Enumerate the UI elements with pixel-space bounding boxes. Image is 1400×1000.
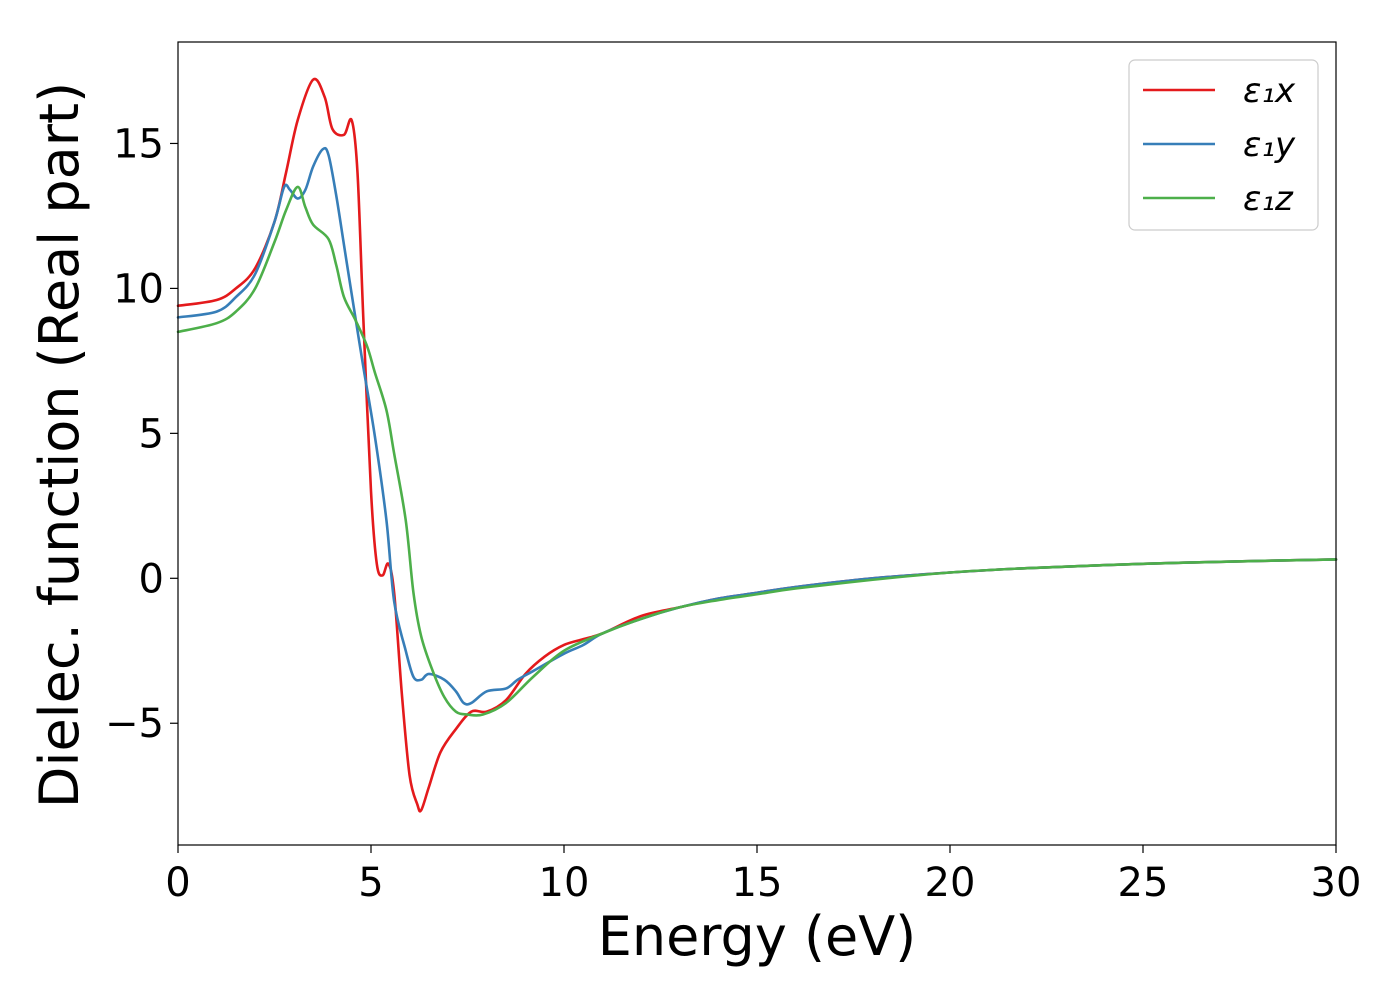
series-line-2 <box>176 185 1338 717</box>
x-tick-label: 0 <box>165 860 190 906</box>
y-tick-label: 10 <box>113 266 164 312</box>
y-tick-label: 15 <box>113 121 164 167</box>
legend-label-0: ε₁x <box>1243 71 1296 111</box>
y-axis-label: Dielec. function (Real part) <box>28 82 91 808</box>
y-tick-label: 0 <box>139 556 164 602</box>
x-tick-label: 20 <box>925 860 976 906</box>
legend-label-1: ε₁y <box>1243 125 1296 165</box>
legend-label-2: ε₁z <box>1243 179 1294 219</box>
y-axis-ticks: −5 0 5 10 15 <box>105 121 178 747</box>
x-tick-label: 15 <box>732 860 783 906</box>
x-tick-label: 5 <box>358 860 383 906</box>
y-tick-label: −5 <box>105 701 164 747</box>
y-tick-label: 5 <box>139 411 164 457</box>
x-axis-ticks: 0 5 10 15 20 25 30 <box>165 845 1361 906</box>
x-tick-label: 10 <box>539 860 590 906</box>
legend-box <box>1128 59 1319 231</box>
x-tick-label: 25 <box>1118 860 1169 906</box>
x-axis-label: Energy (eV) <box>598 905 917 968</box>
legend: ε₁x ε₁y ε₁z <box>1128 59 1319 231</box>
series-layer <box>176 77 1338 813</box>
x-tick-label: 30 <box>1311 860 1362 906</box>
